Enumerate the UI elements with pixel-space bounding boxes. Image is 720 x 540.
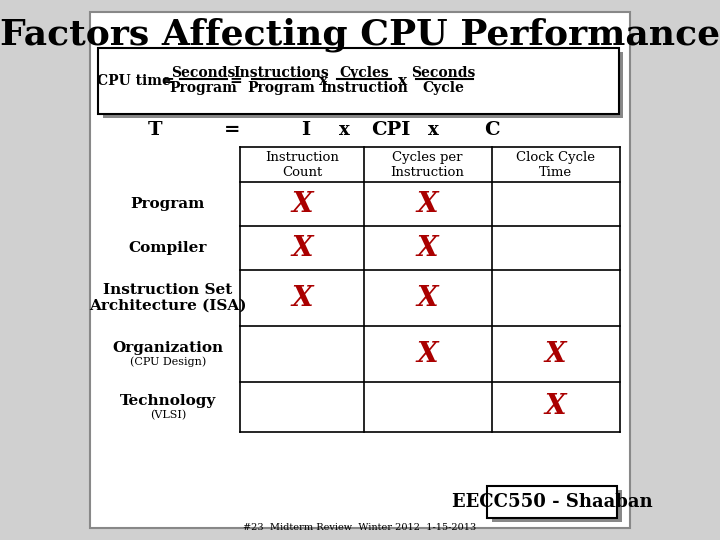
Text: Technology: Technology xyxy=(120,394,216,408)
Text: =: = xyxy=(161,74,174,88)
Text: Compiler: Compiler xyxy=(129,241,207,255)
Text: Instruction Set
Architecture (ISA): Instruction Set Architecture (ISA) xyxy=(89,283,246,313)
Text: X: X xyxy=(291,234,312,261)
Text: Instruction: Instruction xyxy=(320,81,408,95)
FancyBboxPatch shape xyxy=(98,48,618,114)
Text: X: X xyxy=(417,341,438,368)
FancyBboxPatch shape xyxy=(103,52,624,118)
Text: X: X xyxy=(291,285,312,312)
FancyBboxPatch shape xyxy=(492,490,622,522)
Text: X: X xyxy=(544,341,566,368)
Text: X: X xyxy=(417,234,438,261)
Text: Program: Program xyxy=(169,81,238,95)
Text: Instructions: Instructions xyxy=(233,66,329,80)
Text: Cycles: Cycles xyxy=(339,66,389,80)
Text: Seconds: Seconds xyxy=(412,66,476,80)
Text: I: I xyxy=(301,121,310,139)
Text: Instruction
Count: Instruction Count xyxy=(265,151,339,179)
Text: x: x xyxy=(319,74,328,88)
Text: X: X xyxy=(417,191,438,218)
Text: T: T xyxy=(148,121,162,139)
Text: =: = xyxy=(230,74,243,88)
Text: Program: Program xyxy=(130,197,205,211)
Text: CPU time: CPU time xyxy=(96,74,171,88)
Text: X: X xyxy=(544,394,566,421)
Text: (VLSI): (VLSI) xyxy=(150,410,186,420)
Text: (CPU Design): (CPU Design) xyxy=(130,357,206,367)
Text: #23  Midterm Review  Winter 2012  1-15-2013: #23 Midterm Review Winter 2012 1-15-2013 xyxy=(243,523,477,532)
Text: x: x xyxy=(398,74,408,88)
Text: Cycle: Cycle xyxy=(423,81,464,95)
Text: Seconds: Seconds xyxy=(171,66,235,80)
Text: Cycles per
Instruction: Cycles per Instruction xyxy=(390,151,464,179)
FancyBboxPatch shape xyxy=(487,486,617,518)
FancyBboxPatch shape xyxy=(91,12,629,528)
Text: X: X xyxy=(417,285,438,312)
Text: Factors Affecting CPU Performance: Factors Affecting CPU Performance xyxy=(0,18,720,52)
Text: CPI: CPI xyxy=(372,121,410,139)
Text: C: C xyxy=(484,121,500,139)
Text: EECC550 - Shaaban: EECC550 - Shaaban xyxy=(452,493,652,511)
Text: x: x xyxy=(339,121,350,139)
Text: Organization: Organization xyxy=(112,341,223,355)
Text: X: X xyxy=(291,191,312,218)
Text: Clock Cycle
Time: Clock Cycle Time xyxy=(516,151,595,179)
Text: x: x xyxy=(428,121,439,139)
Text: =: = xyxy=(224,121,240,139)
Text: Program: Program xyxy=(247,81,315,95)
